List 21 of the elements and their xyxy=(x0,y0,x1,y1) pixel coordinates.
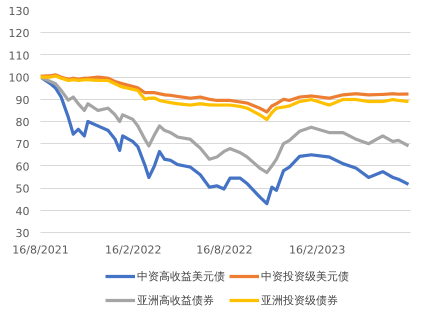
x-tick-label: 16/8/2022 xyxy=(196,244,253,256)
legend-label: 中资高收益美元债 xyxy=(137,268,225,284)
y-tick-label: 120 xyxy=(8,27,30,40)
y-tick-label: 110 xyxy=(8,49,30,62)
y-tick-label: 40 xyxy=(16,204,30,218)
legend-label: 中资投资级美元债 xyxy=(261,268,349,284)
legend-label: 亚洲投资级债券 xyxy=(261,292,338,308)
y-tick-label: 60 xyxy=(16,160,30,174)
legend-label: 亚洲高收益债券 xyxy=(137,292,214,308)
y-tick-label: 90 xyxy=(16,94,30,107)
y-tick-label: 50 xyxy=(16,182,30,196)
x-tick-label: 16/2/2023 xyxy=(289,244,346,256)
y-tick-label: 100 xyxy=(8,72,30,85)
y-tick-label: 70 xyxy=(16,138,30,152)
x-tick-label: 16/2/2022 xyxy=(105,244,162,256)
y-tick-label: 80 xyxy=(16,116,30,129)
y-tick-label: 130 xyxy=(8,5,30,18)
y-tick-label: 30 xyxy=(16,227,30,240)
line-series xyxy=(40,74,410,122)
x-tick-label: 16/8/2021 xyxy=(12,244,69,256)
line-series xyxy=(40,76,410,174)
